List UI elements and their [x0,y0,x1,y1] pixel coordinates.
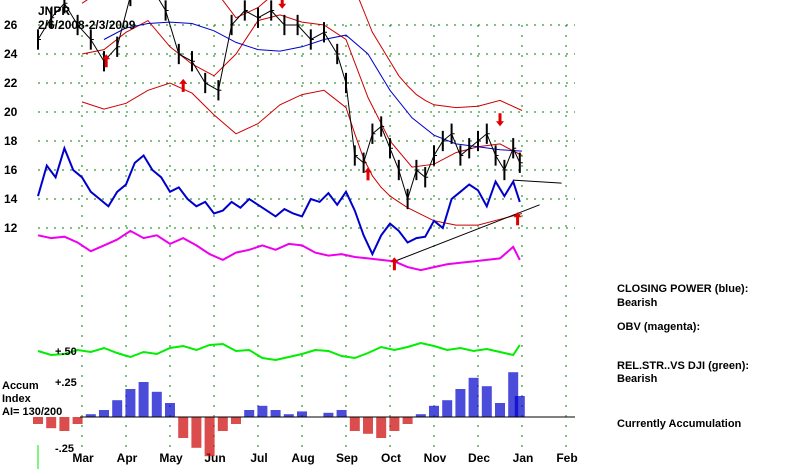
accum-index-bar [125,389,136,417]
accum-index-bar [442,400,453,417]
accum-index-bar [283,414,294,417]
accum-index-bar [481,386,492,417]
accum-index-bar [455,389,466,417]
accum-index-bar [151,391,162,417]
closing-power-label: CLOSING POWER (blue): [617,283,748,295]
accum-index-bar [178,417,189,438]
relative-strength-line [37,341,521,362]
obv-line [37,229,521,272]
accum-index-bar [165,403,175,417]
accumulation-status: Currently Accumulation [617,418,742,430]
price-tick-label: 12 [4,221,18,235]
month-axis-tick-labels: Mar Apr May Jun Jul Aug Sep Oct Nov Dec Jan Feb [72,451,577,465]
month-tick-label: May [159,451,183,465]
accum-index-bar [336,410,347,417]
obv-label: OBV (magenta): [617,321,700,333]
signal-arrow-head [364,167,372,173]
price-tick-label: 14 [4,192,18,206]
accum-index-bar [363,417,373,434]
relstr-status: Bearish [617,373,658,385]
accum-index-bar [349,417,360,431]
accum-index-bar [99,410,109,417]
accum-index-bar [217,417,228,431]
accum-index-bar [59,417,70,431]
month-tick-label: Feb [556,451,577,465]
accum-tick-minus25: -.25 [55,443,74,455]
accum-index-bar [376,417,387,438]
price-tick-label: 18 [4,134,18,148]
signal-arrow-head [278,3,287,9]
accum-index-bar [270,410,281,417]
accum-index-bar [138,382,149,417]
price-tick-label: 22 [4,76,18,90]
signal-arrows [102,0,522,271]
relstr-label: REL.STR..VS DJI (green): [617,360,749,372]
date-range: 2/6/2008-2/3/2009 [38,18,136,32]
month-tick-label: Dec [468,451,490,465]
price-tick-label: 16 [4,163,18,177]
closing-power-status: Bearish [617,297,658,309]
signal-arrow-head [513,212,522,218]
accum-index-bar [468,377,479,417]
accum-index-bar [402,417,413,424]
accum-tick-plus25: +.25 [55,377,77,389]
relstr-tick-plus50: +.50 [55,346,77,358]
accum-index-bar [389,417,400,431]
accum-index-bar [72,417,83,424]
month-tick-label: Jan [513,451,534,465]
accum-index-bar [257,405,268,417]
price-axis-tick-labels: 12 14 16 18 20 22 24 26 28 [4,0,18,235]
price-tick-label: 20 [4,105,18,119]
accum-index-bar [508,372,519,417]
moving-average-blue-line [103,21,523,152]
signal-arrow-head [390,257,399,263]
accum-index-bar [495,403,505,417]
price-gridlines [37,24,575,469]
month-tick-label: Aug [291,451,314,465]
signal-arrow-head [102,54,111,60]
accum-index-bar [191,417,202,448]
upper-band-line [81,0,523,111]
accum-index-bar [112,400,123,417]
accum-index-bar [46,417,57,429]
accum-index-bar [323,412,334,417]
chart-series [33,0,575,457]
ticker-title: JNPR [38,4,70,18]
month-tick-label: Sep [336,451,358,465]
signal-arrow-head [496,121,504,127]
accum-label-line3: AI= 130/200 [2,406,62,418]
accum-label-line2: Index [2,393,32,405]
moving-average-red-line [81,14,523,168]
accum-index-bar [204,417,215,457]
month-tick-label: Jul [250,451,267,465]
accum-index-bar [33,417,43,424]
accum-index-bar [514,396,525,417]
accum-index-bar [244,410,255,417]
accum-index-bar [85,414,96,417]
month-tick-label: Mar [72,451,94,465]
price-tick-label: 26 [4,18,18,32]
accum-label-line1: Accum [2,380,39,392]
accum-index-bar [415,414,426,417]
price-trace [37,0,521,201]
month-tick-label: Apr [117,451,138,465]
resistance-line [513,179,562,184]
signal-arrow-head [179,78,188,84]
price-tick-label: 28 [4,0,18,3]
accum-index-bar [429,405,439,417]
month-tick-label: Oct [381,451,401,465]
month-tick-label: Nov [424,451,447,465]
accum-index-bar [231,417,241,424]
closing-power-line [37,145,521,257]
support-trendline [394,204,540,262]
accum-index-bar [297,411,307,417]
price-tick-label: 24 [4,47,18,61]
lower-band-line [81,82,523,226]
